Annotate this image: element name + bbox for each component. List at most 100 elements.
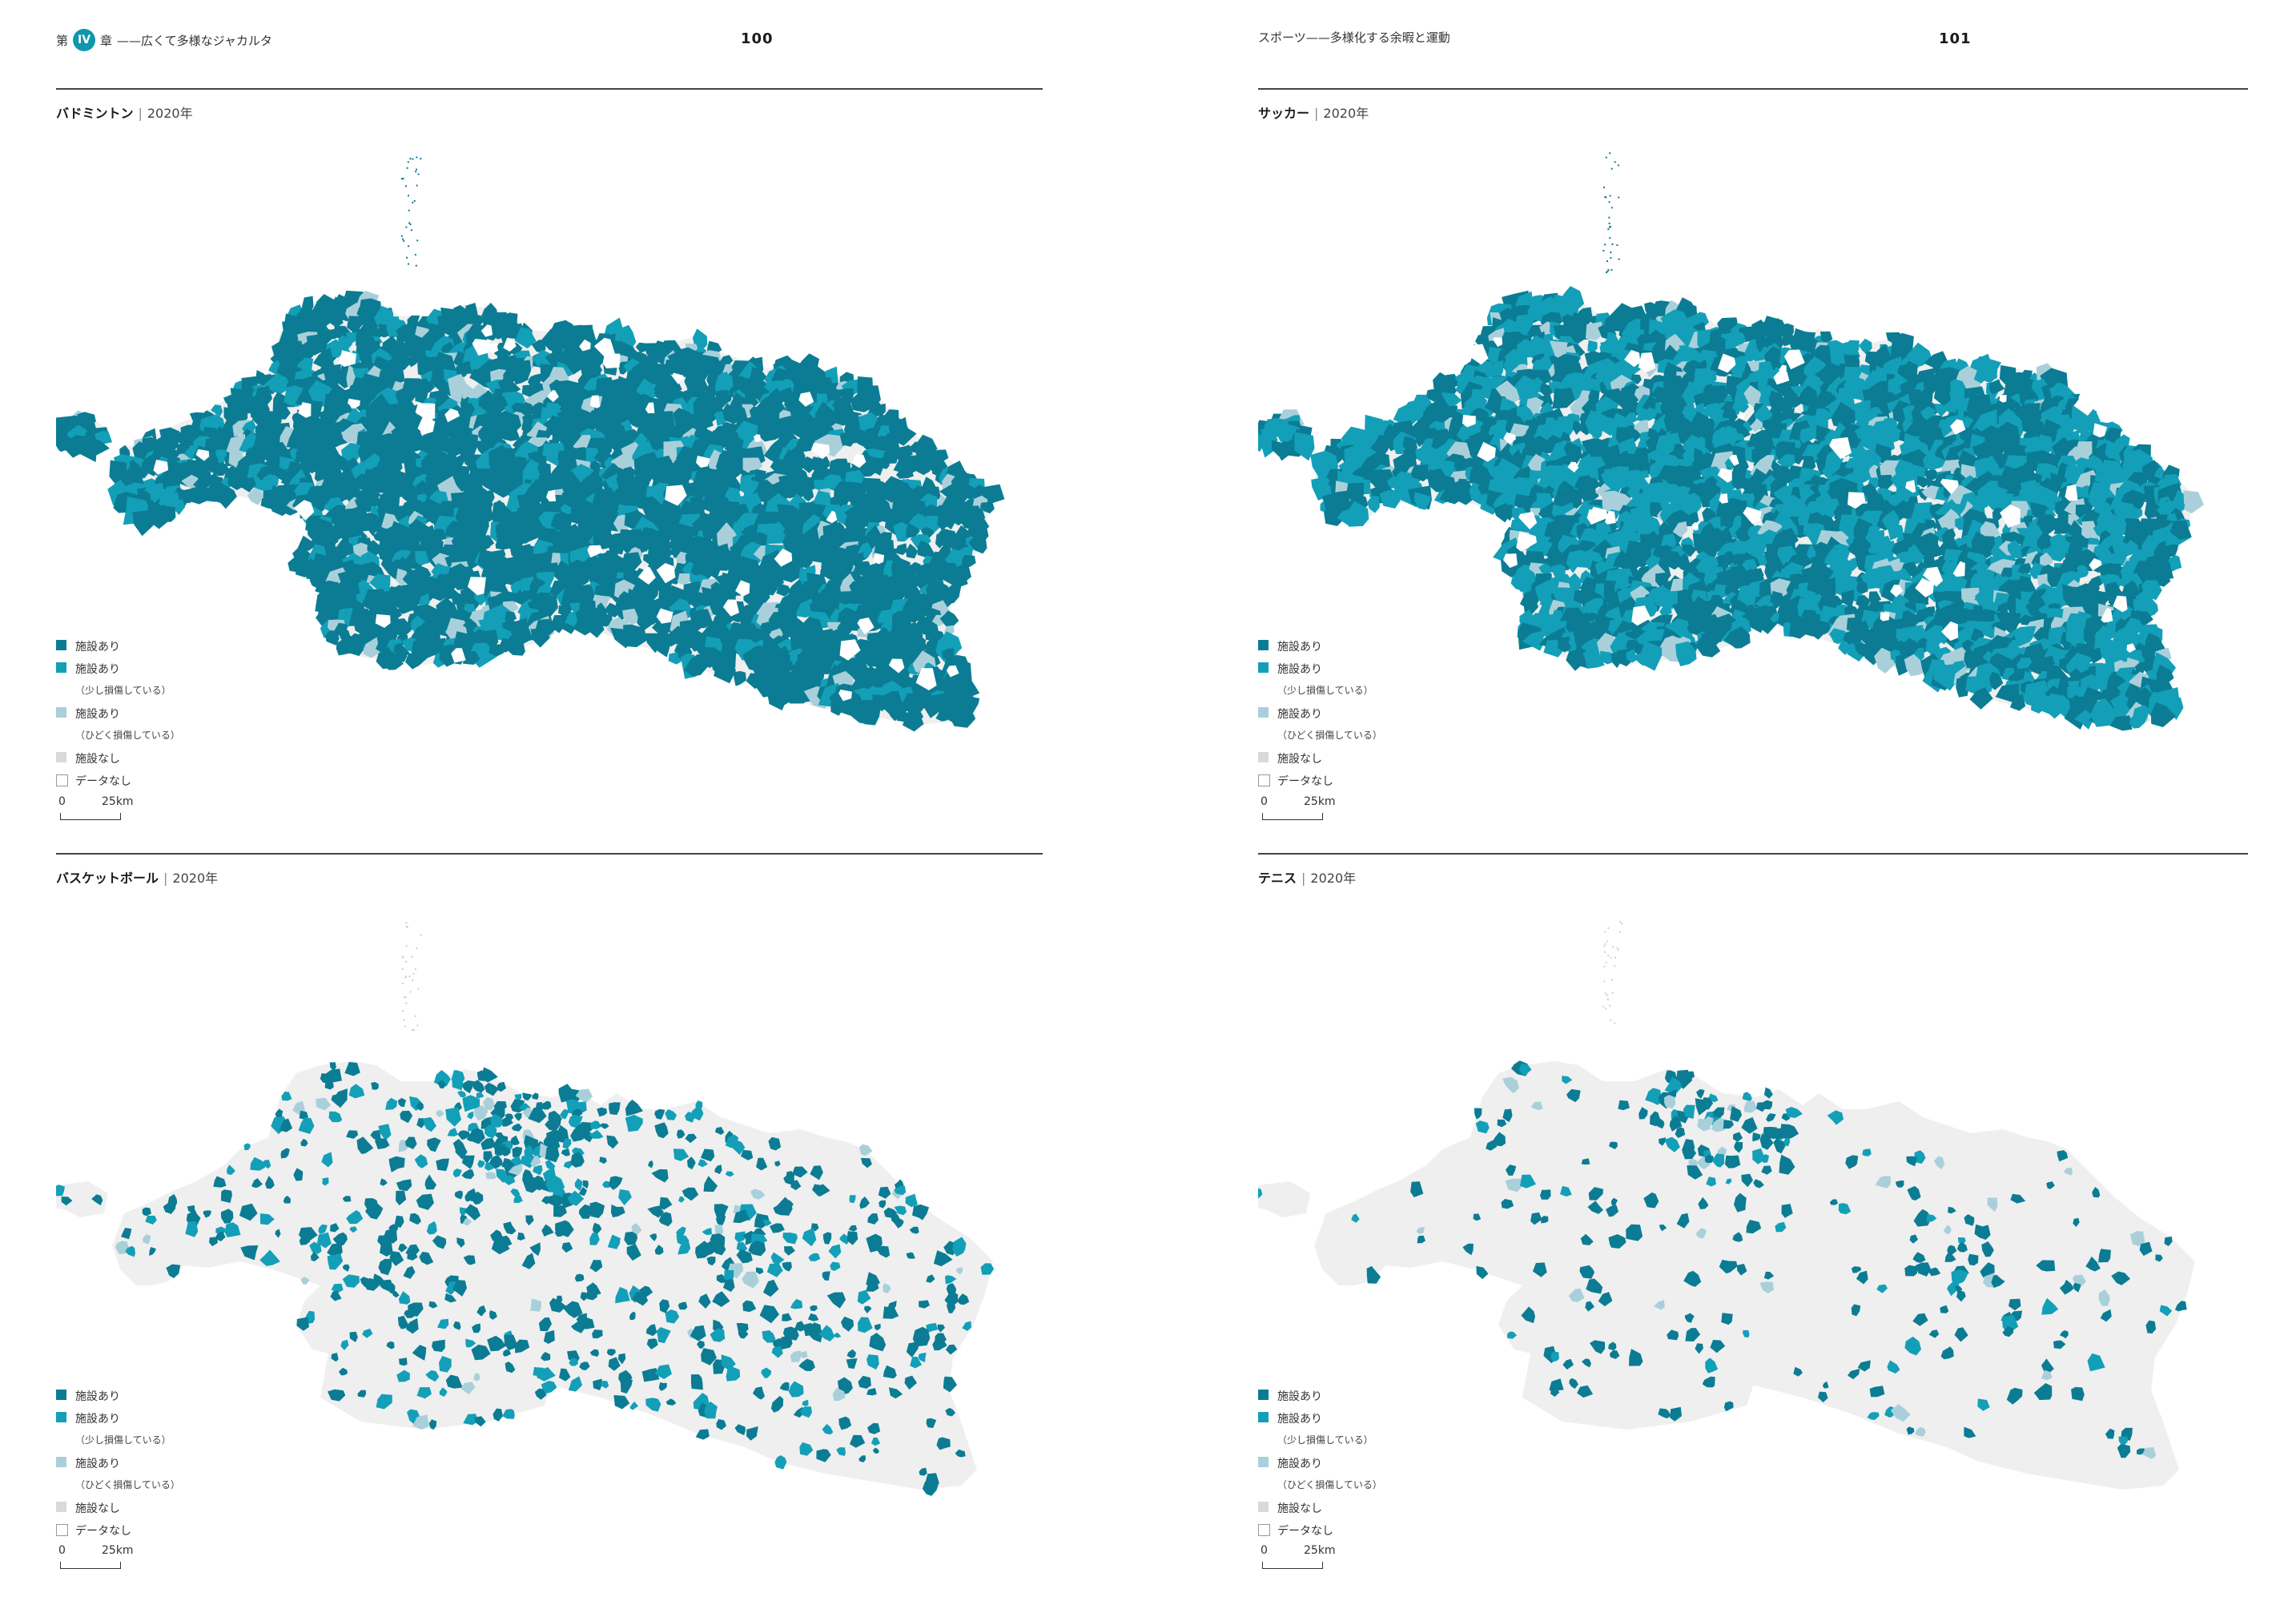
district-polygon	[589, 621, 605, 638]
no-data-area	[348, 398, 360, 409]
district-polygon	[912, 1204, 930, 1221]
district-polygon	[859, 1197, 870, 1209]
district-polygon	[810, 1165, 823, 1181]
district-polygon	[407, 1249, 418, 1261]
district-polygon	[1538, 613, 1559, 638]
district-polygon	[883, 1365, 897, 1379]
district-polygon	[906, 1252, 915, 1259]
district-polygon	[473, 1373, 481, 1382]
district-polygon	[425, 1370, 440, 1382]
district-polygon	[1724, 625, 1751, 649]
district-polygon	[342, 1264, 350, 1272]
district-polygon	[414, 1154, 428, 1168]
district-polygon	[746, 1426, 758, 1441]
district-polygon	[462, 1218, 472, 1226]
district-polygon	[577, 1317, 595, 1329]
running-head-right: スポーツ——多様化する余暇と運動	[1258, 29, 1450, 46]
district-polygon	[629, 1402, 639, 1410]
district-polygon	[370, 1129, 381, 1142]
island	[414, 968, 416, 971]
district-polygon	[1682, 544, 1697, 557]
district-polygon	[405, 653, 422, 670]
district-polygon	[1817, 498, 1839, 521]
title-separator: |	[163, 871, 168, 886]
district-polygon	[955, 1449, 966, 1458]
island	[1616, 244, 1618, 247]
district-polygon	[1798, 617, 1820, 637]
district-polygon	[403, 1265, 416, 1279]
district-polygon	[2040, 552, 2053, 568]
district-polygon	[432, 1339, 445, 1352]
district-polygon	[1409, 465, 1429, 481]
district-polygon	[589, 1349, 600, 1357]
legend-label: 施設あり	[75, 1390, 120, 1403]
district-polygon	[815, 1184, 830, 1197]
legend-label: 施設あり	[75, 1413, 120, 1426]
district-polygon	[593, 1378, 602, 1390]
district-polygon	[1538, 562, 1554, 575]
district-polygon	[250, 1156, 266, 1171]
title-separator: |	[1314, 106, 1319, 121]
district-polygon	[575, 567, 589, 585]
district-polygon	[517, 1232, 525, 1241]
district-polygon	[549, 1297, 567, 1313]
district-polygon	[226, 1164, 235, 1175]
district-polygon	[380, 1178, 388, 1186]
district-polygon	[263, 372, 292, 394]
district-polygon	[508, 1163, 523, 1176]
district-polygon	[503, 633, 525, 656]
district-polygon	[783, 1173, 795, 1185]
district-polygon	[364, 1277, 380, 1291]
district-polygon	[641, 1368, 660, 1382]
district-polygon	[452, 1280, 467, 1297]
district-polygon	[597, 1107, 608, 1117]
district-polygon	[2153, 561, 2174, 580]
district-polygon	[318, 1224, 328, 1235]
island	[411, 229, 412, 231]
district-polygon	[346, 1130, 359, 1139]
district-polygon	[683, 655, 708, 677]
district-polygon	[802, 490, 814, 502]
district-polygon	[651, 1168, 669, 1183]
district-polygon	[463, 1255, 476, 1265]
district-polygon	[1621, 383, 1642, 406]
district-polygon	[600, 1380, 609, 1389]
district-polygon	[476, 1092, 485, 1099]
district-polygon	[858, 1144, 873, 1156]
legend-swatch	[56, 1524, 68, 1536]
district-polygon	[602, 1181, 611, 1189]
district-polygon	[883, 1283, 891, 1293]
district-polygon	[322, 1177, 329, 1186]
district-polygon	[733, 670, 746, 686]
legend-swatch	[56, 662, 66, 673]
district-polygon	[329, 312, 344, 328]
district-polygon	[1641, 641, 1663, 671]
district-polygon	[582, 1180, 589, 1189]
district-polygon	[412, 1345, 427, 1361]
legend-label: 施設あり	[75, 708, 120, 721]
district-polygon	[489, 1310, 497, 1320]
district-polygon	[331, 1353, 339, 1362]
no-data-area	[547, 390, 559, 403]
no-data-area	[722, 599, 739, 617]
island	[1608, 223, 1610, 224]
district-polygon	[149, 1247, 156, 1256]
district-polygon	[1752, 606, 1779, 634]
district-polygon	[300, 1277, 310, 1285]
district-polygon	[328, 1111, 343, 1123]
no-data-area	[298, 402, 312, 418]
district-polygon	[2105, 440, 2127, 468]
district-polygon	[91, 1194, 103, 1206]
district-polygon	[211, 404, 223, 417]
district-polygon	[436, 1158, 449, 1172]
district-polygon	[592, 1222, 602, 1234]
island	[414, 254, 416, 255]
district-polygon	[706, 1256, 716, 1266]
district-polygon	[541, 407, 554, 420]
district-polygon	[761, 1367, 772, 1378]
district-polygon	[503, 1175, 516, 1185]
island	[1609, 195, 1611, 197]
district-polygon	[888, 1387, 903, 1399]
district-polygon	[1950, 379, 1967, 391]
district-polygon	[848, 1225, 858, 1232]
